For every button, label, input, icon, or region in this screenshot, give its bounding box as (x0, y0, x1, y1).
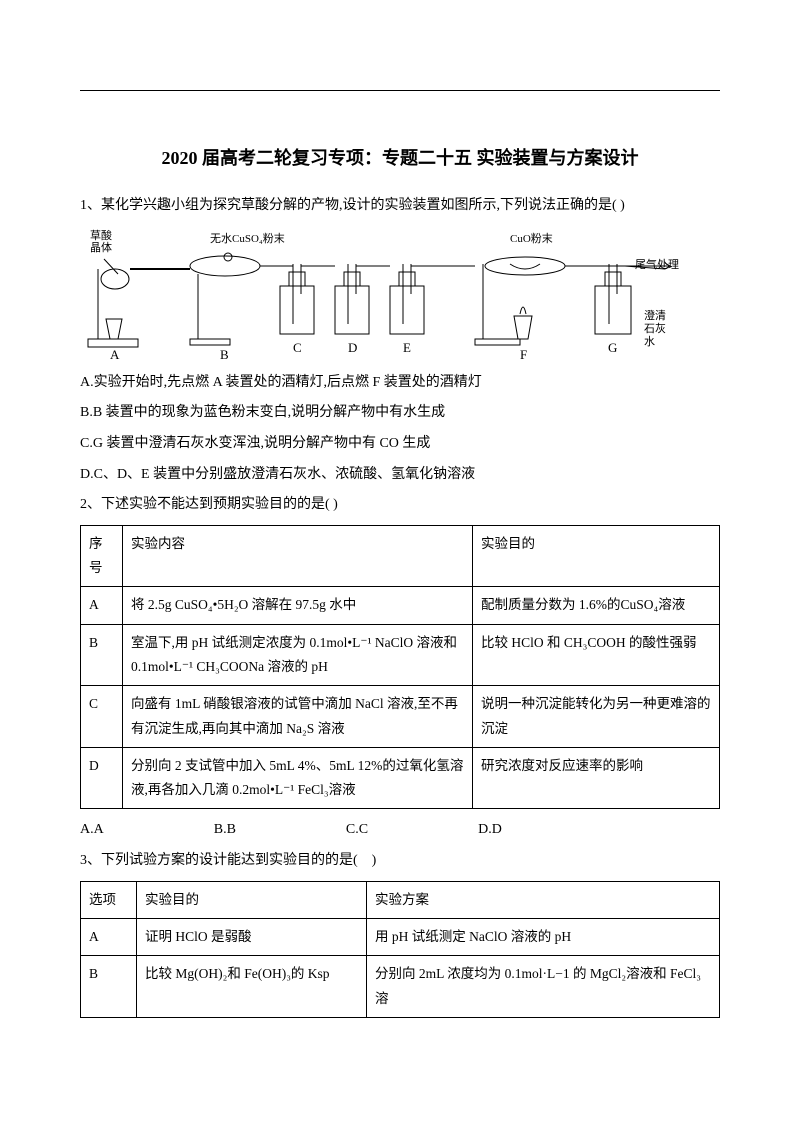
svg-text:F: F (520, 347, 527, 362)
q2-r2-c: 向盛有 1mL 硝酸银溶液的试管中滴加 NaCl 溶液,至不再有沉淀生成,再向其… (123, 686, 473, 748)
svg-text:A: A (110, 347, 120, 362)
label-oxalic: 草酸 (90, 228, 112, 242)
q2-r0-c: 将 2.5g CuSO₄•5H₂O 溶解在 97.5g 水中 (123, 587, 473, 624)
q1-stem: 1、某化学兴趣小组为探究草酸分解的产物,设计的实验装置如图所示,下列说法正确的是… (80, 193, 720, 220)
page-title: 2020 届高考二轮复习专项：专题二十五 实验装置与方案设计 (80, 141, 720, 175)
svg-text:晶体: 晶体 (90, 240, 112, 254)
q3-r0-p: 用 pH 试纸测定 NaClO 溶液的 pH (367, 918, 720, 955)
q3-r1-o: B (81, 956, 137, 1018)
q3-h-goal: 实验目的 (137, 881, 367, 918)
q2-opt-d: D.D (478, 817, 502, 844)
bottle-d (335, 264, 390, 334)
svg-text:水: 水 (644, 335, 655, 348)
q2-opt-b: B.B (214, 817, 236, 844)
q3-h-plan: 实验方案 (367, 881, 720, 918)
q2-opt-a: A.A (80, 817, 104, 844)
q2-h-num: 序号 (81, 525, 123, 587)
q2-r1-c: 室温下,用 pH 试纸测定浓度为 0.1mol•L⁻¹ NaClO 溶液和 0.… (123, 624, 473, 686)
svg-text:B: B (220, 347, 229, 362)
table-row: B 比较 Mg(OH)₂和 Fe(OH)₃的 Ksp 分别向 2mL 浓度均为 … (81, 956, 720, 1018)
label-cuso4: 无水CuSO₄粉末 (210, 231, 285, 245)
q2-options-row: A.A B.B C.C D.D (80, 815, 720, 848)
q2-r3-n: D (81, 747, 123, 809)
top-rule (80, 90, 720, 91)
apparatus-svg: 草酸 晶体 无水CuSO₄粉末 CuO粉末 尾气处理 澄清 石灰 水 (80, 224, 680, 364)
table-row: 序号 实验内容 实验目的 (81, 525, 720, 587)
q3-r0-g: 证明 HClO 是弱酸 (137, 918, 367, 955)
q1-opt-b: B.B 装置中的现象为蓝色粉末变白,说明分解产物中有水生成 (80, 400, 720, 427)
table-row: A 证明 HClO 是弱酸 用 pH 试纸测定 NaClO 溶液的 pH (81, 918, 720, 955)
q2-opt-c: C.C (346, 817, 368, 844)
q1-opt-d: D.C、D、E 装置中分别盛放澄清石灰水、浓硫酸、氢氧化钠溶液 (80, 462, 720, 489)
label-cuo: CuO粉末 (510, 231, 553, 245)
q1-opt-c: C.G 装置中澄清石灰水变浑浊,说明分解产物中有 CO 生成 (80, 431, 720, 458)
q2-r3-g: 研究浓度对反应速率的影响 (473, 747, 720, 809)
q2-r2-n: C (81, 686, 123, 748)
q1-opt-a: A.实验开始时,先点燃 A 装置处的酒精灯,后点燃 F 装置处的酒精灯 (80, 370, 720, 397)
table-row: 选项 实验目的 实验方案 (81, 881, 720, 918)
q2-r0-n: A (81, 587, 123, 624)
q3-stem: 3、下列试验方案的设计能达到实验目的的是( ) (80, 848, 720, 875)
q2-r1-g: 比较 HClO 和 CH₃COOH 的酸性强弱 (473, 624, 720, 686)
table-row: B 室温下,用 pH 试纸测定浓度为 0.1mol•L⁻¹ NaClO 溶液和 … (81, 624, 720, 686)
q2-r2-g: 说明一种沉淀能转化为另一种更难溶的沉淀 (473, 686, 720, 748)
bottle-c (280, 264, 335, 334)
q2-h-content: 实验内容 (123, 525, 473, 587)
label-lime: 澄清 (644, 308, 666, 322)
table-row: C 向盛有 1mL 硝酸银溶液的试管中滴加 NaCl 溶液,至不再有沉淀生成,再… (81, 686, 720, 748)
svg-text:C: C (293, 340, 302, 355)
q3-r1-p: 分别向 2mL 浓度均为 0.1mol·L−1 的 MgCl₂溶液和 FeCl₃… (367, 956, 720, 1018)
svg-text:G: G (608, 340, 617, 355)
q3-r0-o: A (81, 918, 137, 955)
svg-text:E: E (403, 340, 411, 355)
table-row: D 分别向 2 支试管中加入 5mL 4%、5mL 12%的过氧化氢溶液,再各加… (81, 747, 720, 809)
table-row: A 将 2.5g CuSO₄•5H₂O 溶解在 97.5g 水中 配制质量分数为… (81, 587, 720, 624)
q2-h-goal: 实验目的 (473, 525, 720, 587)
q3-table: 选项 实验目的 实验方案 A 证明 HClO 是弱酸 用 pH 试纸测定 NaC… (80, 881, 720, 1018)
svg-text:D: D (348, 340, 357, 355)
q2-r0-g: 配制质量分数为 1.6%的CuSO₄溶液 (473, 587, 720, 624)
q3-h-opt: 选项 (81, 881, 137, 918)
apparatus-diagram: 草酸 晶体 无水CuSO₄粉末 CuO粉末 尾气处理 澄清 石灰 水 (80, 224, 680, 364)
q2-table: 序号 实验内容 实验目的 A 将 2.5g CuSO₄•5H₂O 溶解在 97.… (80, 525, 720, 810)
q2-r3-c: 分别向 2 支试管中加入 5mL 4%、5mL 12%的过氧化氢溶液,再各加入几… (123, 747, 473, 809)
svg-text:石灰: 石灰 (644, 321, 666, 335)
q2-stem: 2、下述实验不能达到预期实验目的的是( ) (80, 492, 720, 519)
q3-r1-g: 比较 Mg(OH)₂和 Fe(OH)₃的 Ksp (137, 956, 367, 1018)
q2-r1-n: B (81, 624, 123, 686)
bottle-e (390, 264, 475, 334)
